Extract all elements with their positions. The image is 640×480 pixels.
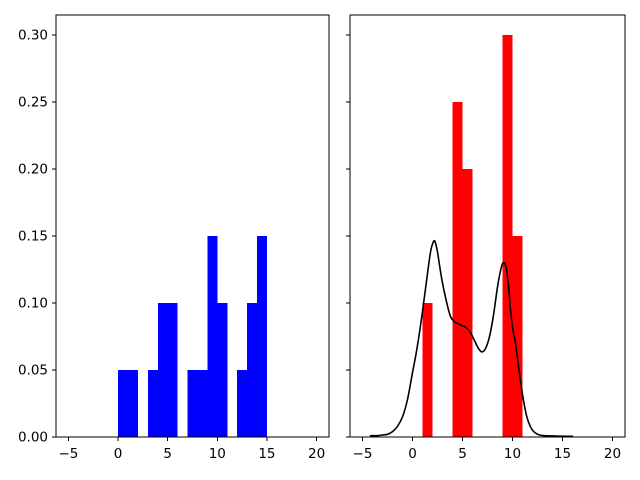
histogram-bar xyxy=(237,370,248,437)
histogram-bar xyxy=(462,169,473,437)
x-tick-label: 15 xyxy=(554,446,571,462)
y-tick-label: 0.05 xyxy=(18,363,48,379)
kde-density-curve xyxy=(369,239,574,438)
y-tick-label: 0.25 xyxy=(18,95,48,111)
x-tick-label: 0 xyxy=(114,446,123,462)
y-tick-label: 0.15 xyxy=(18,229,48,245)
histogram-bar xyxy=(127,370,138,437)
x-tick-label: 15 xyxy=(258,446,275,462)
histogram-bar xyxy=(217,303,228,437)
histogram-bar xyxy=(197,370,208,437)
axes-frame xyxy=(55,14,330,438)
histogram-bar xyxy=(207,236,218,437)
histogram-bar xyxy=(118,370,128,437)
x-tick-label: −5 xyxy=(353,446,373,462)
y-tick-label: 0.20 xyxy=(18,162,48,178)
subplot-left: −5 0 5 10 15 20 0.00 0.05 0.10 0.15 0.20 0.25 0.30 xyxy=(18,14,330,462)
y-tick-label: 0.30 xyxy=(18,28,48,44)
histogram-bar xyxy=(147,370,158,437)
y-tick-label: 0.00 xyxy=(18,430,48,446)
histogram-bar xyxy=(502,35,513,437)
histogram-bar xyxy=(422,303,433,437)
histogram-bar xyxy=(257,236,267,437)
histogram-bar xyxy=(157,303,168,437)
histogram-bar xyxy=(452,102,463,437)
histogram-bar xyxy=(167,303,178,437)
x-tick-label: 5 xyxy=(458,446,467,462)
axes-frame xyxy=(349,14,626,438)
subplot-right: −5 0 5 10 15 20 xyxy=(346,14,626,462)
x-tick-label: 10 xyxy=(504,446,521,462)
histogram-bar xyxy=(512,236,523,437)
x-tick-label: −5 xyxy=(58,446,78,462)
y-tick-label: 0.10 xyxy=(18,296,48,312)
x-tick-label: 20 xyxy=(308,446,325,462)
x-tick-label: 0 xyxy=(408,446,417,462)
histogram-bar xyxy=(247,303,258,437)
x-tick-label: 10 xyxy=(209,446,226,462)
x-tick-label: 20 xyxy=(604,446,621,462)
histogram-bar xyxy=(187,370,198,437)
x-tick-label: 5 xyxy=(163,446,172,462)
